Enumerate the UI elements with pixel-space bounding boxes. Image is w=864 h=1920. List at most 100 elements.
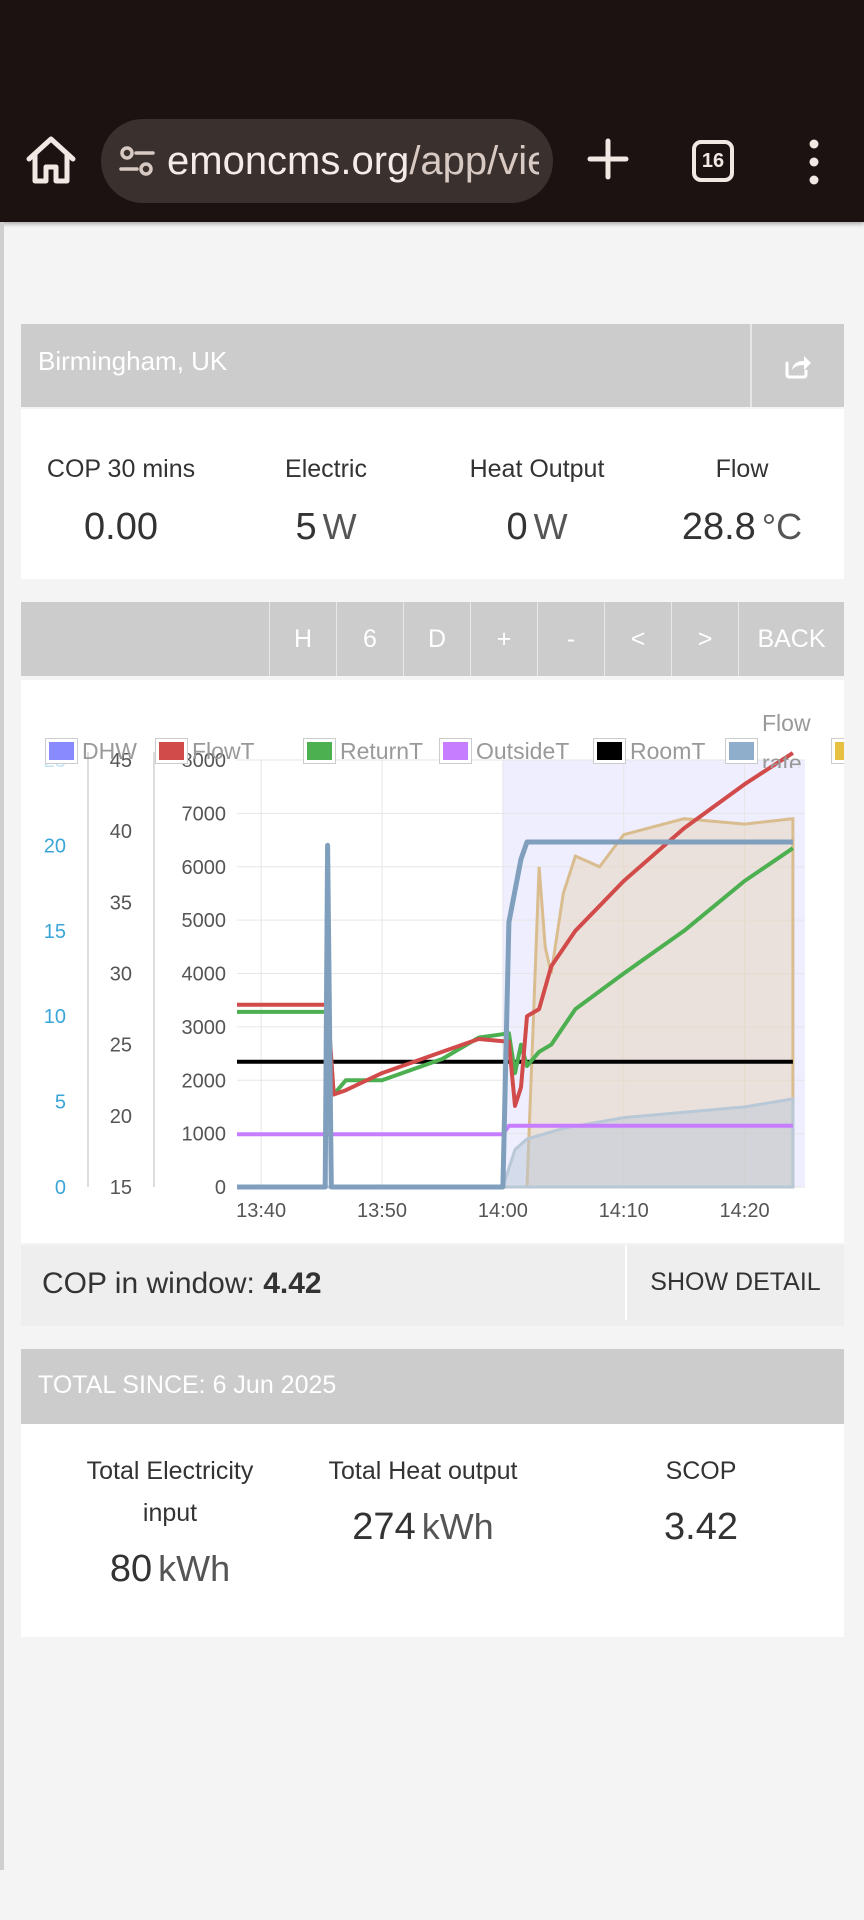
series-heat-output (237, 817, 795, 1189)
legend-swatch (831, 738, 844, 764)
axis-tick-label-power: 8000 (182, 750, 227, 772)
location-header: Birmingham, UK (21, 324, 844, 407)
axis-tick-label-time: 13:50 (357, 1200, 407, 1222)
axis-tick-label-temperature: 45 (110, 750, 132, 772)
legend-item[interactable]: ReturnT (303, 738, 423, 764)
axis-tick-label-blue: 15 (44, 921, 66, 943)
cop-window-value: 4.42 (263, 1267, 322, 1300)
axis-tick-label-blue: 0 (55, 1177, 66, 1199)
share-button[interactable] (750, 324, 844, 407)
legend-swatch (303, 738, 336, 764)
location-title: Birmingham, UK (38, 346, 228, 376)
more-menu-icon[interactable] (800, 137, 828, 187)
legend-label: OutsideT (476, 737, 570, 764)
total-heat-output: Total Heat output 274 kWh (308, 1450, 538, 1549)
axis-tick-label-temperature: 35 (110, 892, 132, 914)
cop-window-bar: COP in window: 4.42 SHOW DETAIL (21, 1245, 844, 1326)
total-label: Total Heat output (328, 1457, 518, 1485)
totals-header: TOTAL SINCE: 6 Jun 2025 (21, 1349, 844, 1424)
axis-tick-label-time: 13:40 (236, 1200, 286, 1222)
legend-label: Flow rate (762, 710, 811, 768)
axis-tick-label-temperature: 30 (110, 964, 132, 986)
series-flow-rate (237, 839, 793, 1190)
total-electricity: Total Electricity input 80 kWh (65, 1450, 275, 1591)
axis-tick-label-power: 6000 (182, 857, 227, 879)
axis-tick-label-power: 7000 (182, 803, 227, 825)
stat-cop-30min: COP 30 mins 0.00 (33, 455, 209, 549)
legend-label: RoomT (630, 737, 706, 764)
address-bar[interactable]: emoncms.org/app/vie (101, 119, 553, 203)
axis-tick-label-time: 14:20 (720, 1200, 770, 1222)
axis-tick-label-temperature: 15 (110, 1177, 132, 1199)
total-value: 3.42 (664, 1506, 738, 1548)
legend-item[interactable]: FlowT (155, 738, 255, 764)
cop-window-text: COP in window: 4.42 (42, 1267, 322, 1300)
range-6h-button[interactable]: 6 (336, 602, 403, 676)
pan-right-button[interactable]: > (671, 602, 738, 676)
total-value: 80 kWh (109, 1548, 231, 1590)
legend-item[interactable]: Flow rate (725, 710, 824, 768)
axis-tick-label-power: 5000 (182, 910, 227, 932)
legend-item[interactable]: OutsideT (439, 738, 569, 764)
page-edge (0, 222, 4, 1870)
axis-tick-label-time: 14:10 (599, 1200, 649, 1222)
total-label-line2: input (142, 1499, 198, 1527)
chart-panel: 0510152025152025303540450100020003000400… (21, 680, 844, 1243)
browser-toolbar: emoncms.org/app/vie 16 (0, 0, 864, 222)
total-value: 274 kWh (352, 1506, 494, 1548)
axis-tick-label-temperature: 25 (110, 1035, 132, 1057)
share-icon (785, 355, 811, 378)
site-settings-icon[interactable] (117, 141, 157, 181)
back-button[interactable]: BACK (738, 602, 844, 676)
stat-label: Electric (285, 455, 367, 483)
chart-legend: DHW FlowT ReturnT OutsideT RoomT Flow rate (45, 708, 844, 768)
legend-swatch (725, 738, 758, 764)
stat-value: 0.00 (84, 506, 158, 548)
range-hour-button[interactable]: H (269, 602, 336, 676)
show-detail-button[interactable]: SHOW DETAIL (625, 1245, 844, 1320)
legend-item[interactable]: RoomT (593, 738, 705, 764)
series-electric (237, 1097, 795, 1189)
total-label: SCOP (665, 1457, 737, 1485)
history-chart[interactable]: 0510152025152025303540450100020003000400… (21, 680, 844, 1243)
axis-tick-label-power: 4000 (182, 964, 227, 986)
series-flowt (237, 751, 794, 1108)
axis-tick-label-temperature: 20 (110, 1106, 132, 1128)
legend-label: DHW (82, 737, 137, 764)
home-icon[interactable] (22, 131, 80, 189)
zoom-in-button[interactable]: + (470, 602, 537, 676)
tab-switcher-button[interactable]: 16 (692, 140, 734, 182)
stat-label: Heat Output (469, 455, 605, 483)
totals-title: TOTAL SINCE: 6 Jun 2025 (38, 1371, 337, 1399)
pan-left-button[interactable]: < (604, 602, 671, 676)
stat-label: Flow (715, 455, 769, 483)
axis-tick-label-time: 14:00 (478, 1200, 528, 1222)
stat-label: COP 30 mins (46, 455, 196, 483)
axis-tick-label-blue: 5 (55, 1092, 66, 1114)
legend-swatch (439, 738, 472, 764)
axis-tick-label-power: 3000 (182, 1017, 227, 1039)
new-tab-icon[interactable] (582, 133, 634, 185)
zoom-out-button[interactable]: - (537, 602, 604, 676)
axis-tick-label-temperature: 40 (110, 821, 132, 843)
axis-tick-label-blue: 20 (44, 835, 66, 857)
legend-swatch (155, 738, 188, 764)
legend-label: FlowT (192, 737, 255, 764)
legend-item[interactable] (831, 738, 844, 764)
legend-label: ReturnT (340, 737, 424, 764)
total-scop: SCOP 3.42 (631, 1450, 771, 1549)
total-label: Total Electricity (86, 1457, 254, 1485)
stat-value: 28.8 °C (681, 506, 803, 548)
legend-swatch (45, 738, 78, 764)
series-returnt (237, 846, 795, 1097)
axis-tick-label-power: 2000 (182, 1070, 227, 1092)
range-day-button[interactable]: D (403, 602, 470, 676)
axis-tick-label-blue: 10 (44, 1006, 66, 1028)
url-text[interactable]: emoncms.org/app/vie (167, 139, 539, 183)
legend-item[interactable]: DHW (45, 738, 137, 764)
